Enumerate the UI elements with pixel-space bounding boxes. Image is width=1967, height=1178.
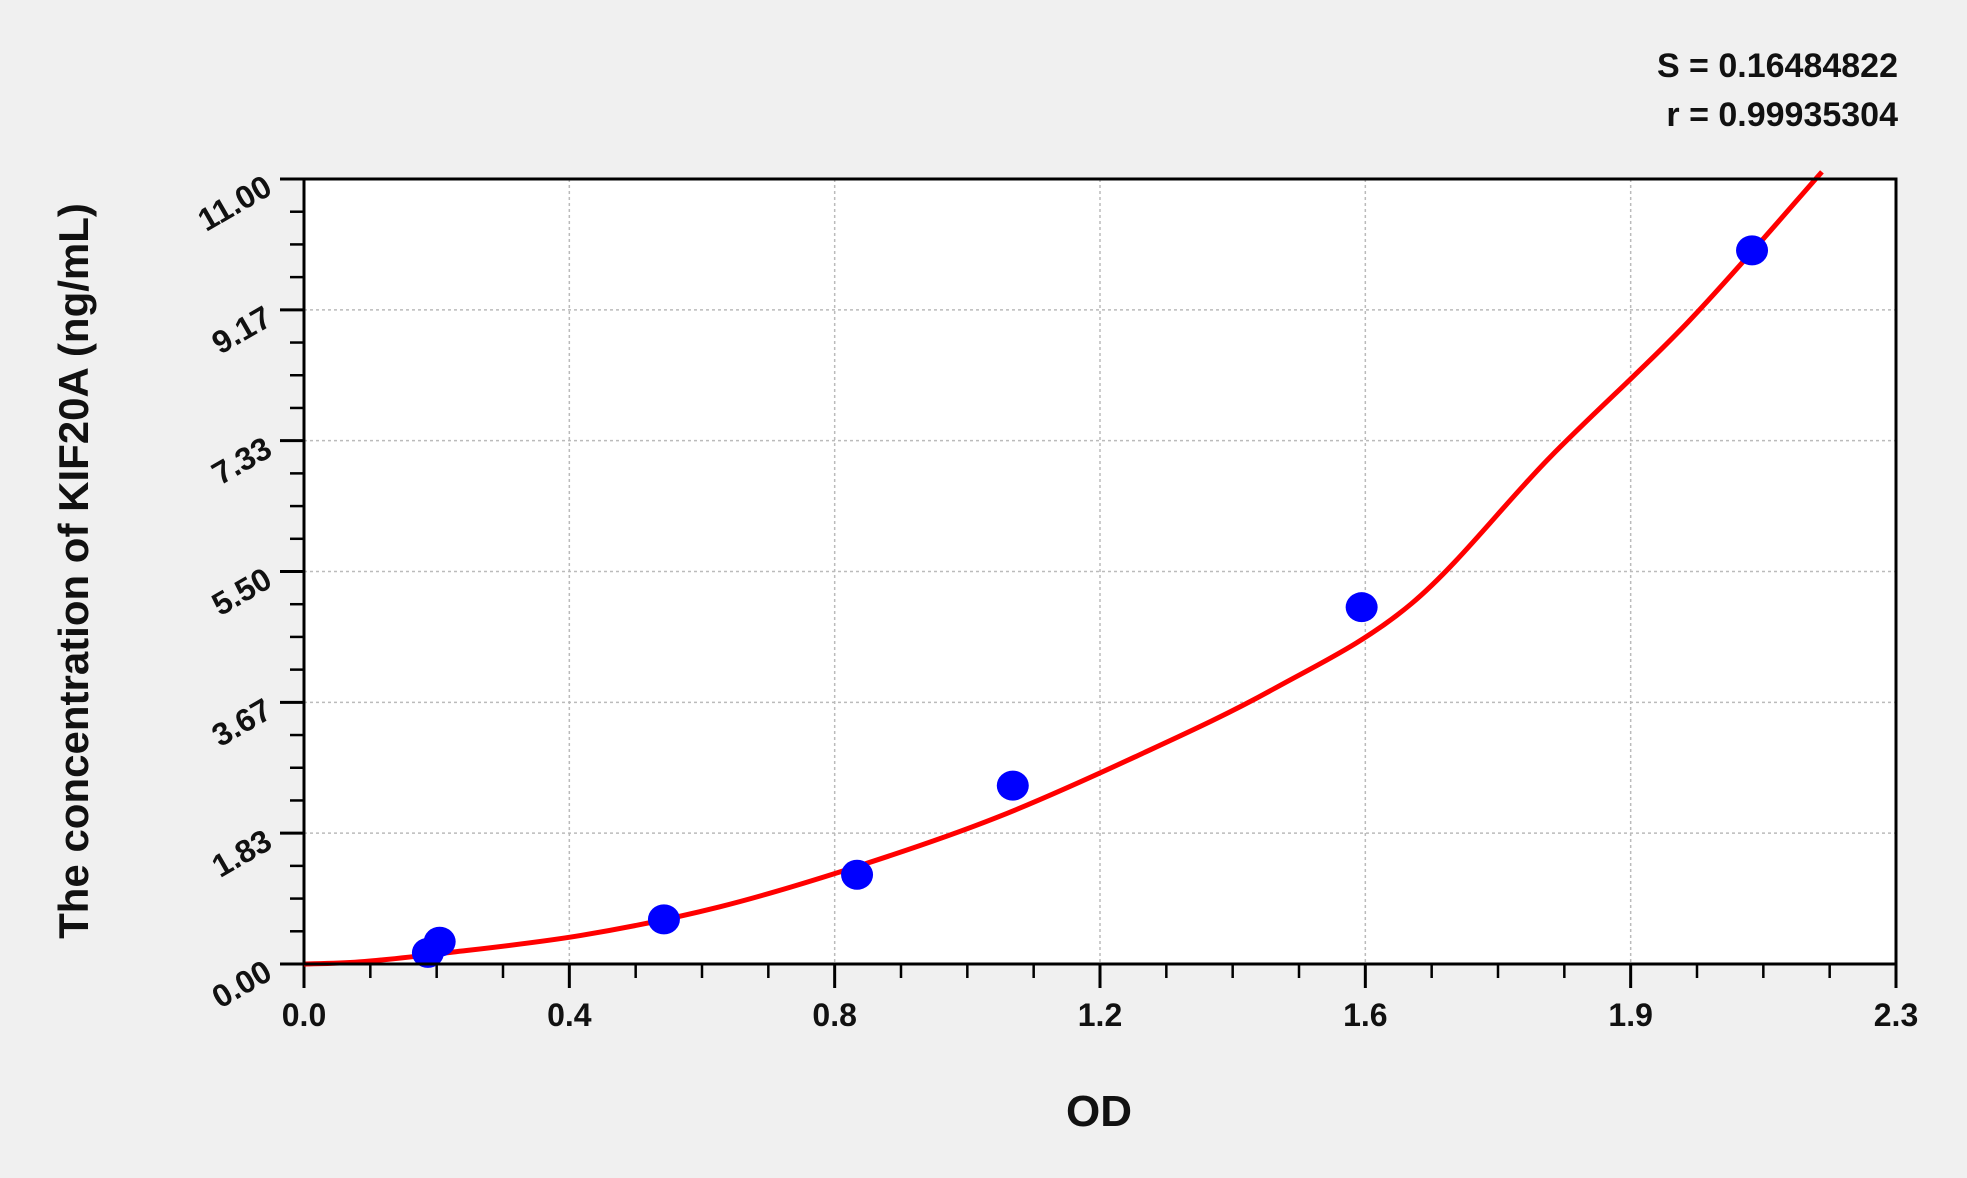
x-tick-label: 1.6 bbox=[1343, 997, 1387, 1033]
y-tick-label: 1.83 bbox=[206, 822, 278, 884]
data-points bbox=[411, 235, 1769, 968]
axis-ticks bbox=[280, 177, 1898, 988]
data-point bbox=[996, 770, 1029, 801]
data-point bbox=[423, 926, 456, 957]
x-tick-label: 2.3 bbox=[1874, 997, 1918, 1033]
x-axis-title: OD bbox=[1066, 1087, 1132, 1136]
x-tick-label: 0.4 bbox=[547, 997, 592, 1033]
plot-frame bbox=[302, 177, 1898, 966]
data-point bbox=[1345, 592, 1378, 623]
y-tick-label: 11.00 bbox=[192, 168, 278, 238]
y-tick-label: 7.33 bbox=[206, 430, 278, 492]
data-point bbox=[1736, 235, 1769, 266]
data-point bbox=[841, 859, 874, 890]
y-tick-label: 0.00 bbox=[206, 953, 278, 1015]
stat-r: r = 0.99935304 bbox=[1666, 96, 1898, 134]
y-tick-label: 3.67 bbox=[206, 691, 278, 753]
x-tick-label: 0.8 bbox=[812, 997, 856, 1033]
fit-curve-group bbox=[303, 170, 1824, 967]
grid bbox=[304, 179, 1896, 964]
y-tick-label: 5.50 bbox=[206, 560, 278, 622]
y-tick-labels: 0.00 1.83 3.67 5.50 7.33 9.17 11.00 bbox=[192, 168, 278, 1015]
x-tick-label: 1.9 bbox=[1608, 997, 1652, 1033]
x-tick-label: 0.0 bbox=[282, 997, 326, 1033]
y-tick-label: 9.17 bbox=[206, 299, 278, 361]
y-axis-title: The concentration of KIF20A (ng/mL) bbox=[50, 203, 97, 939]
x-tick-label: 1.2 bbox=[1078, 997, 1122, 1033]
x-tick-labels: 0.0 0.4 0.8 1.2 1.6 1.9 2.3 bbox=[282, 997, 1918, 1033]
stat-s: S = 0.16484822 bbox=[1657, 47, 1898, 85]
data-point bbox=[647, 904, 680, 935]
fit-curve bbox=[303, 170, 1824, 967]
